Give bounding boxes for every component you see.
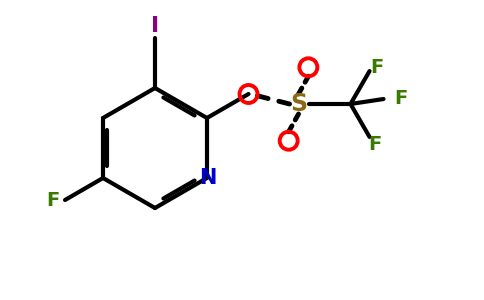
Text: S: S — [290, 92, 307, 116]
Text: F: F — [368, 135, 381, 154]
Text: F: F — [46, 190, 60, 209]
Text: I: I — [151, 16, 159, 36]
Text: F: F — [370, 58, 383, 76]
Text: N: N — [199, 168, 217, 188]
Text: F: F — [394, 89, 407, 109]
